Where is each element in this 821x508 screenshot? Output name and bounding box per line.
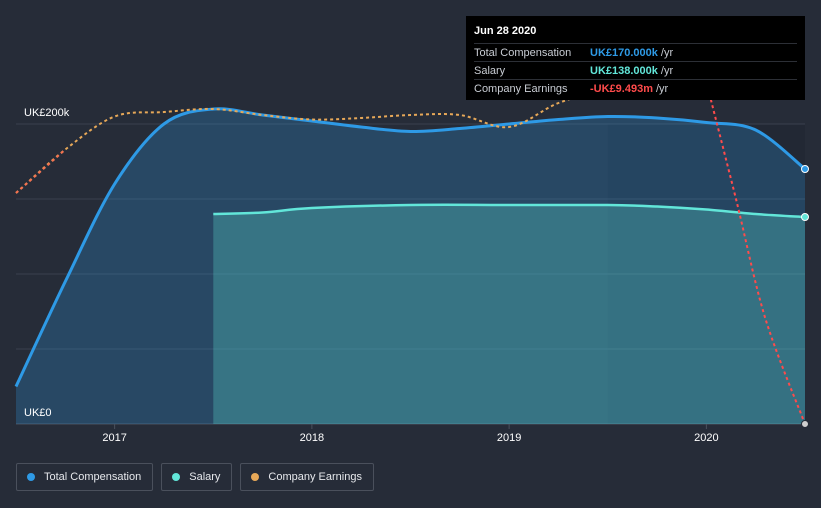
tooltip-row-total-compensation: Total Compensation UK£170.000k /yr — [474, 43, 797, 61]
line-company-earnings-start — [15, 148, 66, 194]
hover-tooltip: Jun 28 2020 Total Compensation UK£170.00… — [466, 16, 805, 100]
area-total-compensation — [16, 108, 805, 425]
x-tick-label-2018: 2018 — [300, 432, 324, 444]
legend-item-company-earnings[interactable]: Company Earnings — [240, 463, 374, 491]
legend-dot-icon — [251, 473, 260, 481]
x-tick-label-2017: 2017 — [102, 432, 126, 444]
tooltip-date: Jun 28 2020 — [474, 25, 537, 37]
tooltip-unit: /yr — [660, 64, 674, 77]
tooltip-value: UK£170.000k — [590, 46, 658, 59]
legend-label: Total Compensation — [44, 471, 142, 483]
tooltip-label: Company Earnings — [474, 82, 568, 95]
endpoint-company-earnings — [801, 420, 809, 428]
endpoint-salary — [801, 213, 809, 221]
tooltip-label: Salary — [474, 64, 506, 77]
x-tick-label-2019: 2019 — [497, 432, 521, 444]
tooltip-label: Total Compensation — [474, 46, 572, 59]
compensation-chart: UK£200k UK£0 2017 2018 2019 2020 — [14, 80, 809, 444]
tooltip-row-company-earnings: Company Earnings -UK£9.493m /yr — [474, 79, 797, 97]
legend-dot-icon — [172, 473, 181, 481]
y-axis-top-label: UK£200k — [24, 107, 70, 119]
line-company-earnings-negative — [705, 81, 806, 425]
tooltip-value: UK£138.000k — [590, 64, 658, 77]
line-total-compensation — [14, 107, 806, 388]
tooltip-unit: /yr — [660, 46, 674, 59]
legend-item-total-compensation[interactable]: Total Compensation — [16, 463, 154, 491]
line-salary — [213, 203, 806, 219]
series-areas — [16, 108, 806, 425]
gridlines — [16, 123, 805, 425]
series-endpoints — [801, 165, 809, 428]
legend-label: Company Earnings — [268, 471, 362, 483]
chart-legend: Total Compensation Salary Company Earnin… — [16, 463, 374, 491]
endpoint-total-compensation — [801, 165, 809, 173]
area-salary — [213, 204, 806, 424]
legend-label: Salary — [189, 471, 221, 483]
x-tick-label-2020: 2020 — [694, 432, 718, 444]
tooltip-unit: /yr — [655, 82, 669, 95]
legend-item-salary[interactable]: Salary — [161, 463, 233, 491]
tooltip-row-salary: Salary UK£138.000k /yr — [474, 61, 797, 79]
x-axis-ticks: 2017 2018 2019 2020 — [102, 424, 719, 444]
legend-dot-icon — [27, 473, 35, 481]
tooltip-value: -UK£9.493m — [590, 82, 653, 95]
y-axis-bottom-label: UK£0 — [24, 407, 52, 419]
